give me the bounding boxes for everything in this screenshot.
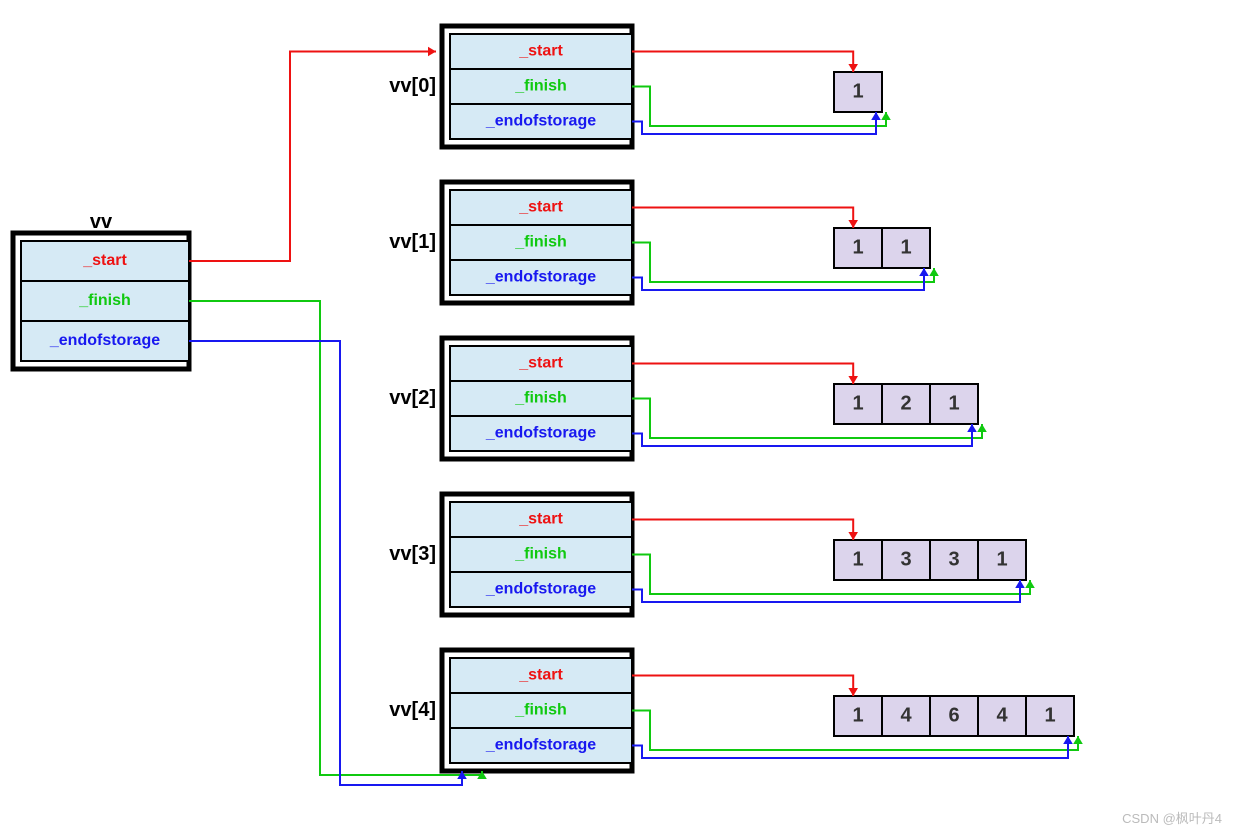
vv-field: _finish: [78, 292, 131, 309]
cell-value: 1: [900, 236, 911, 258]
inner-field: _start: [518, 667, 563, 684]
inner-field: _finish: [514, 234, 567, 251]
cell-value: 4: [996, 704, 1008, 726]
pointer-line: [632, 424, 972, 446]
inner-field: _start: [518, 511, 563, 528]
inner-field: _finish: [514, 702, 567, 719]
arrowhead: [848, 220, 858, 228]
arrowhead: [1025, 580, 1035, 588]
pointer-line: [632, 208, 853, 229]
arrowhead: [977, 424, 987, 432]
arrowhead: [1015, 580, 1025, 588]
pointer-line: [632, 520, 853, 541]
pointer-line: [632, 112, 876, 134]
inner-field: _endofstorage: [485, 425, 596, 442]
pointer-line: [632, 52, 853, 73]
watermark: CSDN @枫叶丹4: [1122, 811, 1222, 826]
cell-value: 4: [900, 704, 912, 726]
cell-value: 1: [852, 236, 863, 258]
arrowhead: [919, 268, 929, 276]
pointer-line: [632, 676, 853, 697]
inner-field: _start: [518, 199, 563, 216]
inner-label: vv[3]: [389, 543, 436, 565]
arrowhead: [929, 268, 939, 276]
inner-field: _start: [518, 355, 563, 372]
inner-field: _finish: [514, 546, 567, 563]
inner-field: _finish: [514, 390, 567, 407]
pointer-line: [632, 736, 1068, 758]
arrowhead: [848, 376, 858, 384]
cell-value: 1: [852, 80, 863, 102]
cell-value: 1: [852, 704, 863, 726]
inner-field: _endofstorage: [485, 269, 596, 286]
inner-field: _endofstorage: [485, 737, 596, 754]
cell-value: 2: [900, 392, 911, 414]
arrowhead: [428, 47, 436, 57]
cell-value: 3: [900, 548, 911, 570]
vv-title: vv: [90, 211, 113, 233]
inner-field: _finish: [514, 78, 567, 95]
arrowhead: [881, 112, 891, 120]
vv-field: _endofstorage: [49, 332, 160, 349]
pointer-line: [189, 301, 482, 775]
vv-field: _start: [82, 252, 127, 269]
cell-value: 1: [948, 392, 959, 414]
arrowhead: [1063, 736, 1073, 744]
cell-value: 1: [996, 548, 1007, 570]
pointer-line: [632, 268, 924, 290]
inner-label: vv[1]: [389, 231, 436, 253]
cell-value: 1: [852, 548, 863, 570]
arrowhead: [848, 688, 858, 696]
cell-value: 6: [948, 704, 959, 726]
inner-label: vv[4]: [389, 699, 436, 721]
arrowhead: [848, 64, 858, 72]
inner-label: vv[2]: [389, 387, 436, 409]
pointer-line: [632, 580, 1020, 602]
arrowhead: [967, 424, 977, 432]
pointer-line: [632, 364, 853, 385]
inner-label: vv[0]: [389, 75, 436, 97]
cell-value: 1: [852, 392, 863, 414]
inner-field: _endofstorage: [485, 581, 596, 598]
inner-field: _start: [518, 43, 563, 60]
inner-field: _endofstorage: [485, 113, 596, 130]
cell-value: 3: [948, 548, 959, 570]
arrowhead: [848, 532, 858, 540]
cell-value: 1: [1044, 704, 1055, 726]
arrowhead: [871, 112, 881, 120]
arrowhead: [1073, 736, 1083, 744]
